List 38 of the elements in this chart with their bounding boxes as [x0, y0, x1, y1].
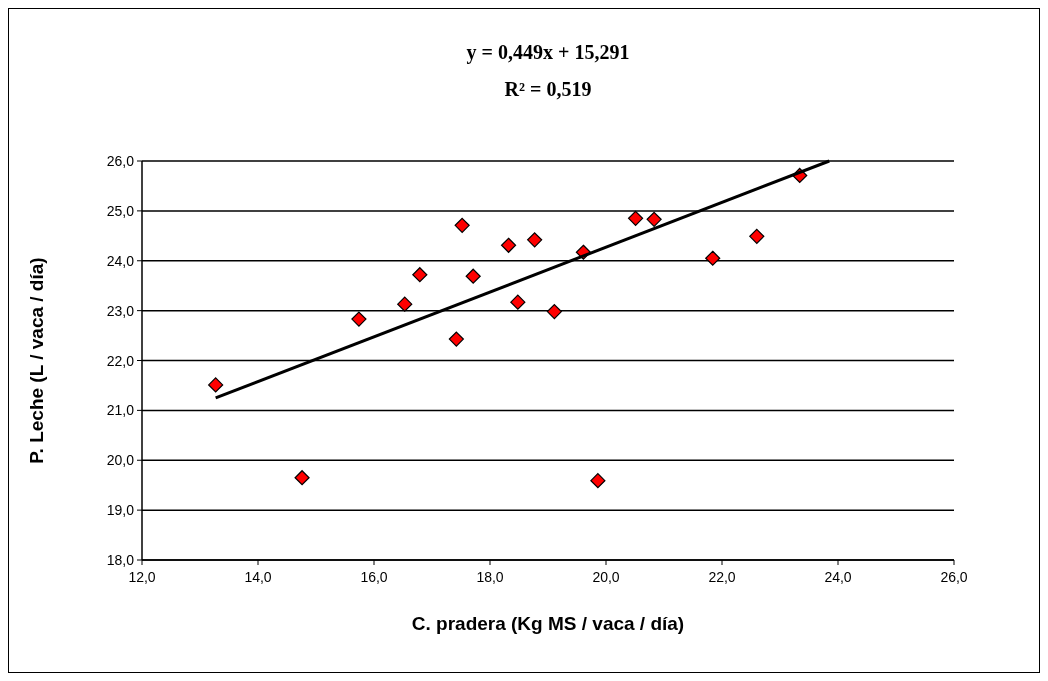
- y-tick-label: 26,0: [106, 153, 135, 169]
- point: [448, 331, 464, 347]
- point: [705, 250, 721, 266]
- point: [454, 217, 470, 233]
- y-tick-label: 24,0: [106, 252, 135, 269]
- point: [397, 296, 413, 312]
- chart-title: y = 0,449x + 15,291: [466, 41, 630, 64]
- point: [510, 294, 526, 310]
- y-tick-label: 18,0: [106, 552, 135, 568]
- y-tick-label: 23,0: [106, 302, 135, 319]
- chart-subtitle: R² = 0,519: [504, 78, 592, 100]
- y-tick-label: 21,0: [106, 402, 135, 419]
- x-tick-label: 16,0: [360, 569, 388, 585]
- point: [465, 268, 481, 284]
- y-tick-label: 20,0: [106, 452, 135, 469]
- point: [527, 232, 543, 248]
- x-tick-label: 20,0: [592, 569, 620, 585]
- point: [208, 377, 224, 393]
- point: [412, 267, 428, 283]
- x-tick-label: 18,0: [476, 569, 504, 585]
- y-tick-label: 19,0: [106, 502, 135, 519]
- y-tick-label: 25,0: [106, 202, 135, 219]
- point: [500, 237, 517, 253]
- point: [749, 228, 765, 244]
- point: [627, 210, 644, 226]
- x-axis-title: C. pradera (Kg MS / vaca / día): [411, 613, 685, 634]
- point: [546, 304, 562, 320]
- x-tick-label: 14,0: [244, 569, 272, 585]
- point: [351, 311, 367, 327]
- point: [646, 211, 662, 227]
- x-tick-label: 24,0: [824, 569, 852, 585]
- x-tick-label: 22,0: [708, 569, 736, 585]
- point: [294, 470, 310, 486]
- y-tick-label: 22,0: [106, 352, 135, 369]
- x-tick-label: 12,0: [128, 569, 156, 585]
- point: [590, 473, 606, 489]
- y-axis-title: P. Leche (L / vaca / día): [26, 257, 47, 464]
- x-tick-label: 26,0: [940, 569, 968, 585]
